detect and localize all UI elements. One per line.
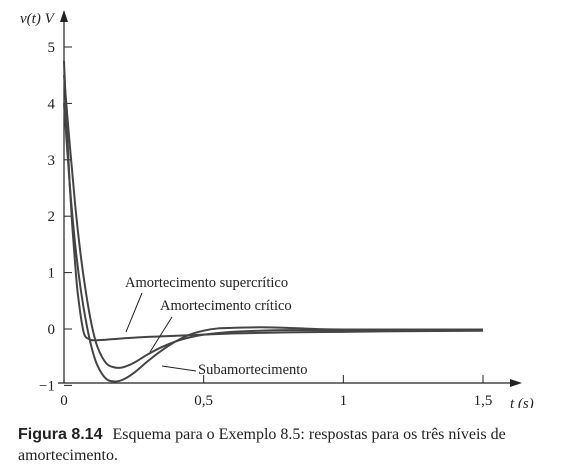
y-ticks: 5 4 3 2 1 0 −1 [39, 40, 72, 394]
y-tick-label: 0 [48, 322, 56, 338]
y-tick-label: 5 [48, 40, 56, 56]
x-tick-label: 0 [60, 393, 68, 408]
y-tick-label: −1 [39, 378, 55, 394]
x-tick-label: 1,5 [474, 393, 493, 408]
annotation-critical-pointer [149, 316, 173, 353]
annotation-overdamped: Amortecimento supercrítico [125, 275, 288, 291]
figure-caption-text: Esquema para o Exemplo 8.5: respostas pa… [18, 426, 506, 464]
annotation-underdamped-pointer [161, 365, 197, 372]
figure-label: Figura 8.14 [18, 426, 103, 443]
x-tick-label: 1 [340, 393, 348, 408]
series-line-underdamped [63, 103, 483, 383]
figure-caption: Figura 8.14 Esquema para o Exemplo 8.5: r… [18, 424, 574, 466]
y-tick-label: 1 [48, 266, 56, 282]
y-tick-label: 4 [48, 96, 56, 112]
annotations: Amortecimento supercrítico Amortecimento… [125, 275, 308, 378]
x-ticks: 0 0,5 1 1,5 [60, 375, 492, 408]
y-tick-label: 2 [48, 209, 56, 225]
annotation-overdamped-pointer [125, 292, 143, 333]
series-group [63, 61, 484, 383]
x-axis-title: t (s) [510, 396, 534, 408]
line-chart: 5 4 3 2 1 0 −1 0 0,5 1 1,5 v(t) V t (s) Amortecim… [20, 10, 534, 408]
y-axis-title: v(t) V [20, 11, 56, 27]
y-tick-label: 3 [48, 153, 56, 169]
annotation-critical: Amortecimento crítico [160, 298, 292, 314]
x-tick-label: 0,5 [194, 393, 213, 408]
x-axis-arrow [510, 379, 522, 387]
y-axis-arrow [60, 10, 68, 22]
series-line-overdamped [63, 61, 484, 342]
series-line-critical [63, 75, 483, 369]
annotation-underdamped: Subamortecimento [198, 362, 308, 378]
